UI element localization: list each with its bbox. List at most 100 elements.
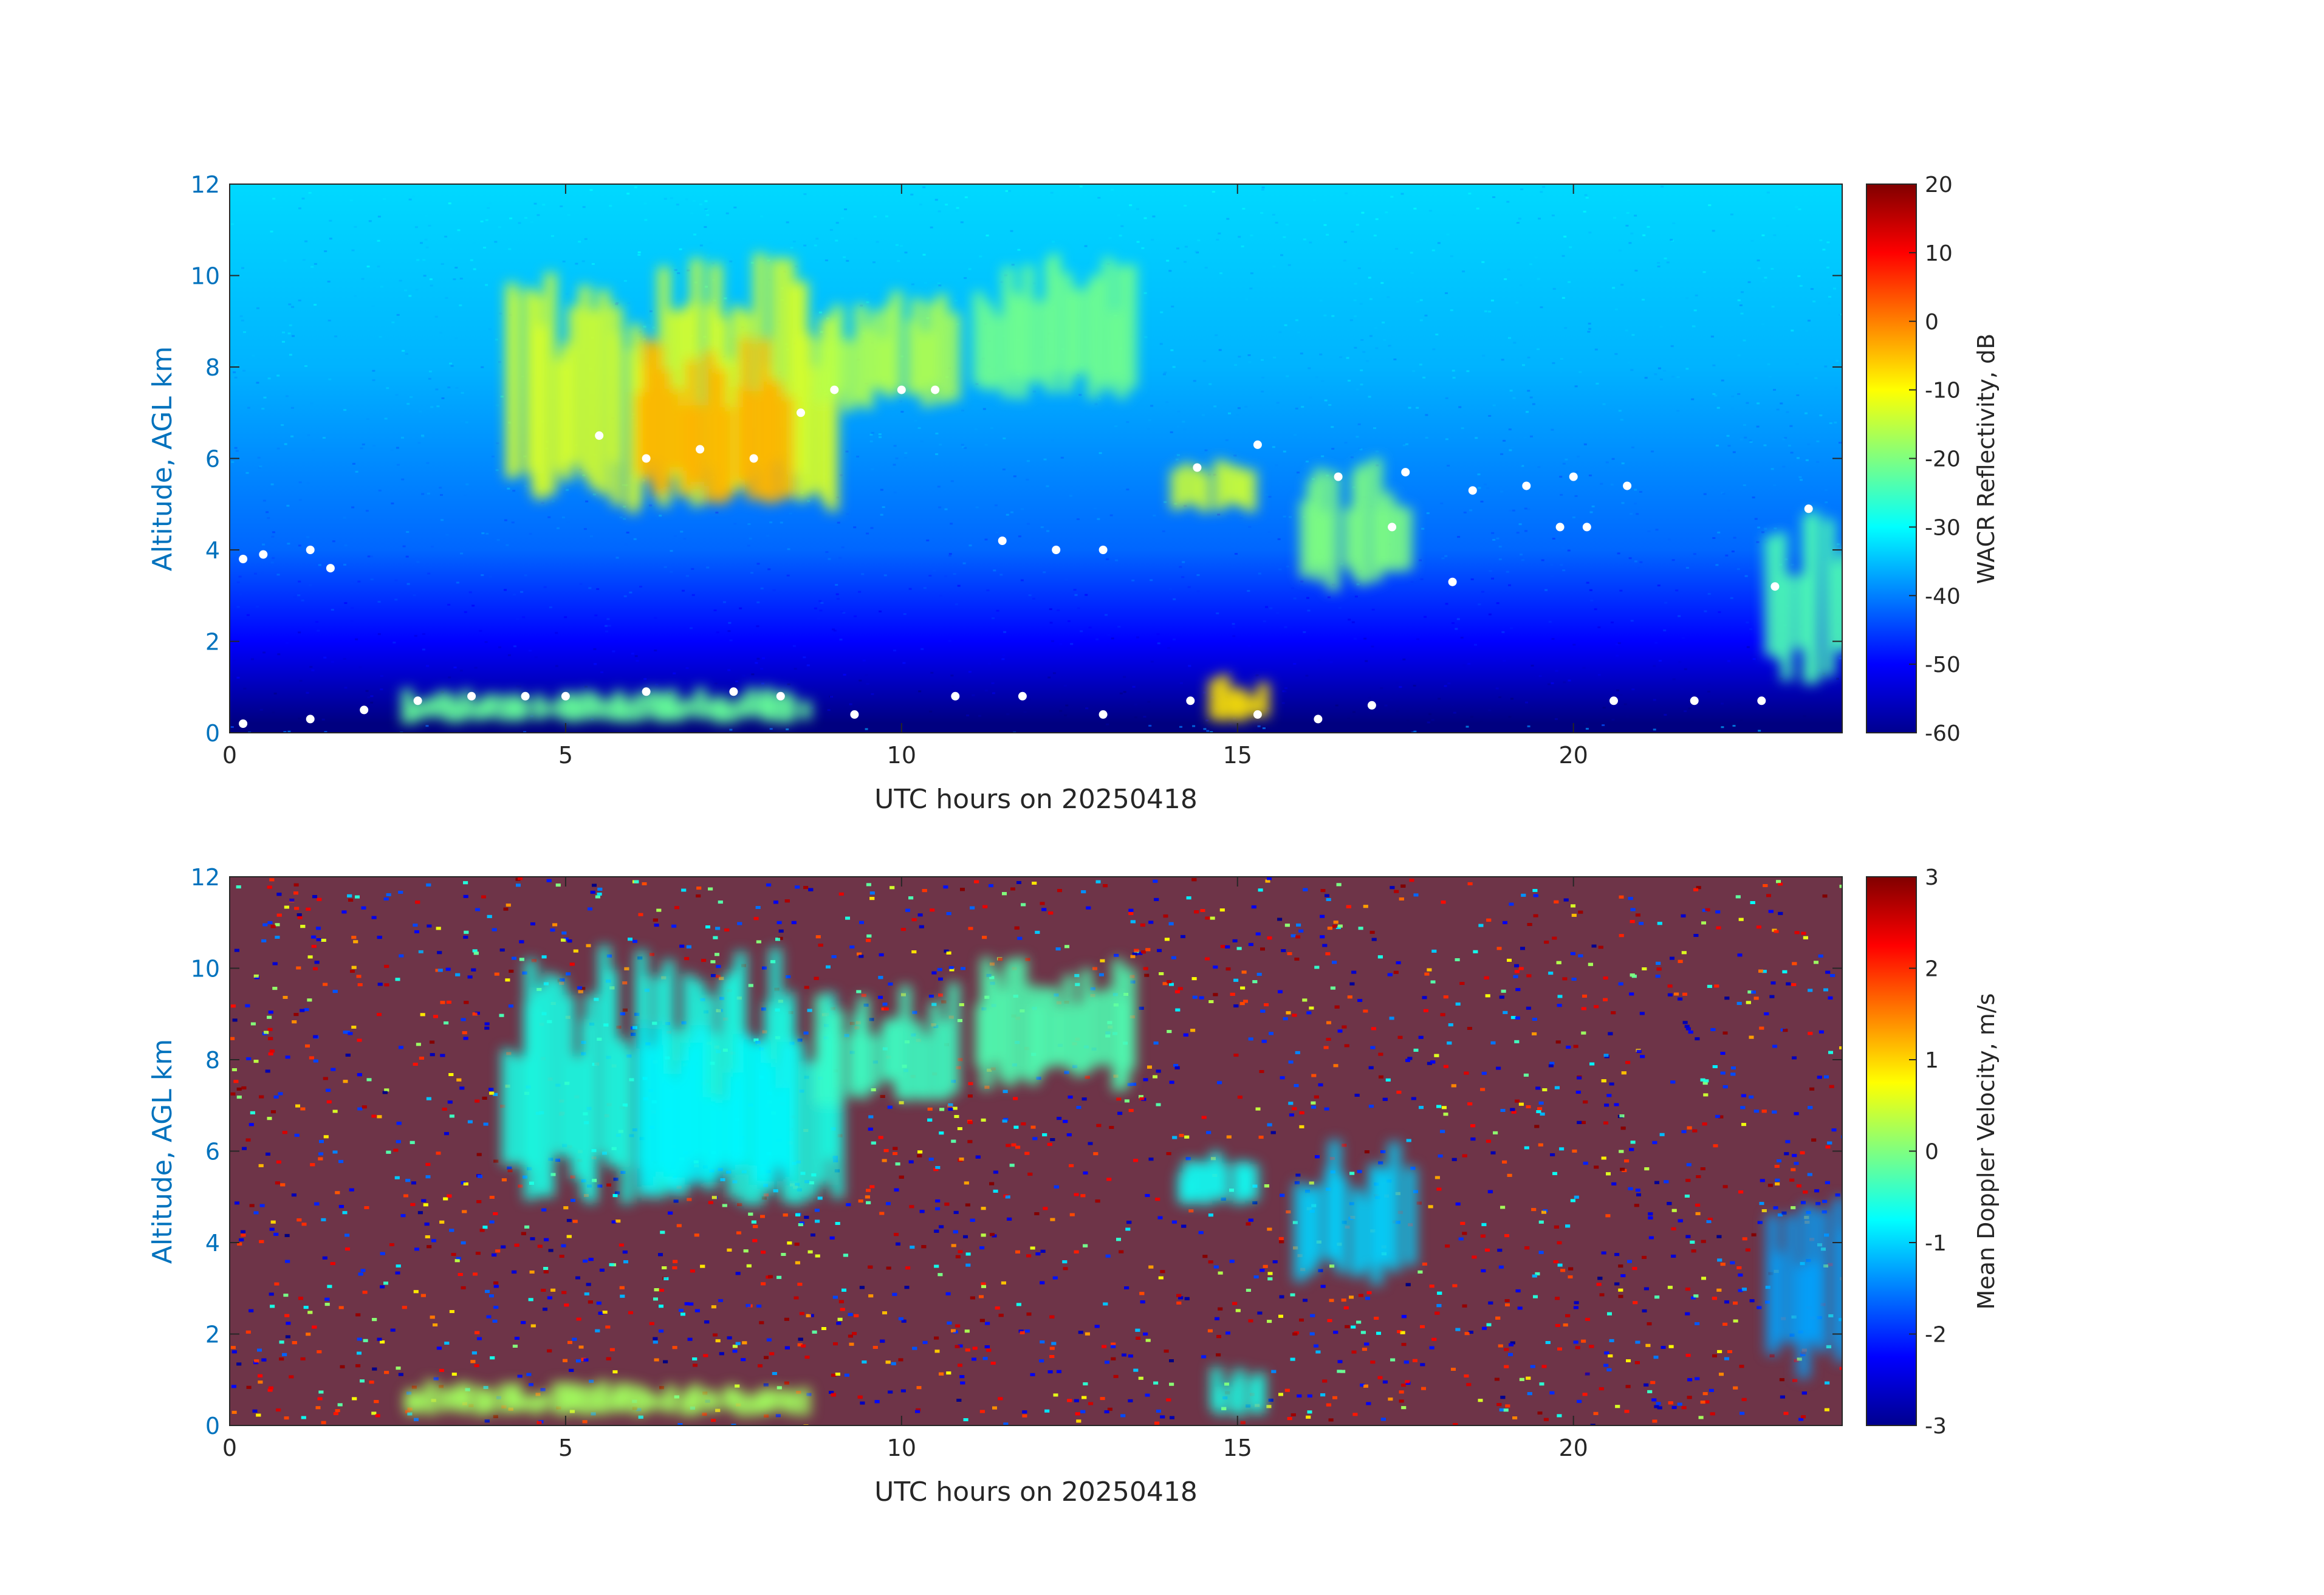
echo-streak (518, 699, 530, 719)
boundary-point (850, 710, 859, 719)
boundary-point (360, 705, 369, 715)
colorbar-tick-label: -30 (1925, 515, 1961, 540)
echo-streak (533, 325, 546, 500)
boundary-point (1757, 696, 1766, 705)
y-tick-label: 4 (205, 1230, 220, 1257)
echo-streak (445, 695, 458, 723)
colorbar-tick-label: 3 (1925, 865, 1939, 890)
echo-streak (815, 339, 828, 402)
echo-streak (936, 294, 948, 403)
echo-streak (1400, 508, 1413, 571)
echo-streak (1388, 1142, 1401, 1272)
echo-streak (1123, 968, 1136, 1070)
boundary-point (306, 546, 315, 554)
y-tick-label: 6 (205, 446, 220, 473)
echo-streak (689, 1384, 702, 1415)
echo-streak (911, 298, 924, 394)
echo-streak (659, 369, 672, 492)
echo-streak (781, 396, 794, 498)
echo-streak (584, 994, 597, 1203)
echo-streak (1309, 1184, 1323, 1261)
echo-streak (520, 1396, 533, 1411)
echo-streak (542, 973, 555, 1197)
reflectivity-y-axis-label: Altitude, AGL km (147, 346, 178, 571)
doppler-colorbar (1866, 876, 1917, 1426)
echo-streak (1048, 253, 1061, 374)
boundary-point (595, 431, 604, 440)
y-tick-label: 12 (191, 171, 220, 198)
echo-streak (785, 1392, 798, 1415)
boundary-point (413, 696, 422, 705)
echo-streak (1780, 575, 1794, 681)
echo-streak (745, 687, 758, 718)
boundary-point (897, 385, 906, 394)
echo-streak (814, 994, 827, 1105)
echo-streak (648, 1395, 661, 1410)
echo-streak (1764, 535, 1777, 656)
echo-streak (857, 996, 869, 1099)
echo-streak (634, 692, 646, 721)
echo-streak (642, 338, 654, 481)
boundary-point (1609, 696, 1618, 705)
echo-streak (570, 701, 583, 718)
echo-streak (737, 1034, 750, 1166)
x-tick-label: 10 (887, 1435, 916, 1461)
reflectivity-colorbar-ticks: 20 10 0 -10 -20 -30 -40 -50 -60 (1909, 173, 1961, 746)
echo-streak (415, 1392, 428, 1411)
boundary-point (1388, 523, 1397, 532)
echo-streak (694, 1025, 707, 1182)
echo-streak (673, 702, 685, 722)
x-tick-label: 15 (1223, 742, 1252, 769)
echo-streak (735, 1392, 747, 1416)
colorbar-tick-label: -60 (1925, 721, 1961, 746)
echo-streak (746, 391, 758, 501)
boundary-point (1334, 472, 1343, 481)
echo-streak (868, 1034, 880, 1091)
colorbar-tick-label: -10 (1925, 379, 1961, 403)
echo-streak (899, 985, 911, 1101)
echo-streak (1090, 274, 1103, 383)
echo-streak (1244, 470, 1257, 512)
colorbar-tick-label: -50 (1925, 653, 1961, 677)
echo-streak (424, 1380, 437, 1415)
echo-streak (917, 1034, 930, 1100)
echo-streak (544, 272, 557, 495)
echo-streak (1089, 992, 1102, 1066)
echo-streak (685, 1043, 698, 1185)
echo-streak (1220, 464, 1233, 504)
echo-streak (501, 1049, 514, 1165)
echo-streak (498, 1384, 511, 1413)
boundary-point (259, 550, 268, 559)
echo-streak (766, 694, 779, 722)
y-tick-label: 0 (205, 720, 220, 747)
y-tick-label: 0 (205, 1413, 220, 1439)
echo-streak (1839, 549, 1842, 653)
echo-streak (715, 695, 728, 718)
doppler-colorbar-label: Mean Doppler Velocity, m/s (1973, 993, 2000, 1310)
echo-streak (1327, 472, 1340, 591)
x-tick-label: 5 (558, 1435, 573, 1461)
doppler-echoes (404, 945, 1842, 1416)
echo-streak (484, 1389, 496, 1412)
echo-streak (597, 1380, 609, 1415)
echo-streak (805, 1061, 818, 1199)
echo-streak (579, 1385, 592, 1416)
echo-streak (460, 1384, 473, 1413)
echo-streak (1822, 519, 1836, 677)
boundary-point (696, 445, 705, 454)
echo-streak (508, 294, 521, 475)
echo-streak (1784, 1214, 1798, 1343)
doppler-y-ticks: 0 2 4 6 8 10 12 (191, 864, 1842, 1439)
echo-streak (781, 1041, 794, 1181)
echo-streak (1233, 1368, 1246, 1416)
doppler-background (230, 877, 1842, 1425)
y-tick-label: 2 (205, 1322, 220, 1348)
y-tick-label: 8 (205, 1047, 220, 1074)
echo-streak (611, 332, 623, 506)
boundary-point (1367, 701, 1376, 710)
doppler-y-axis-label: Altitude, AGL km (147, 1039, 178, 1264)
background-field (230, 184, 1842, 733)
y-tick-label: 10 (191, 956, 220, 983)
